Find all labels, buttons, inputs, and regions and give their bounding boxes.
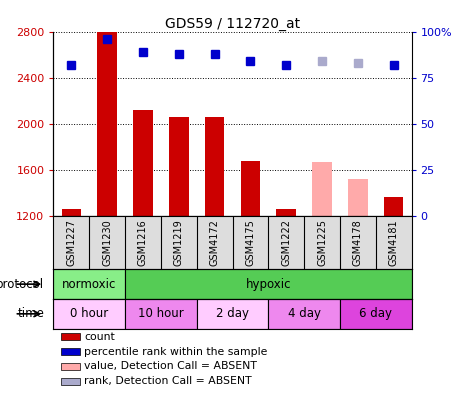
- Bar: [348, 179, 368, 216]
- Text: percentile rank within the sample: percentile rank within the sample: [84, 346, 267, 356]
- Text: 0 hour: 0 hour: [70, 307, 108, 320]
- Text: 2 day: 2 day: [216, 307, 249, 320]
- Text: GSM1219: GSM1219: [174, 219, 184, 266]
- Text: GSM4175: GSM4175: [246, 219, 255, 266]
- Bar: [53, 299, 125, 329]
- Text: GSM1227: GSM1227: [66, 219, 76, 266]
- Bar: [340, 299, 412, 329]
- Bar: [312, 162, 332, 216]
- Bar: [205, 117, 225, 216]
- Bar: [60, 363, 80, 370]
- Text: 4 day: 4 day: [288, 307, 320, 320]
- Title: GDS59 / 112720_at: GDS59 / 112720_at: [165, 17, 300, 30]
- Bar: [97, 32, 117, 216]
- Bar: [268, 299, 340, 329]
- Text: GSM1222: GSM1222: [281, 219, 291, 266]
- Bar: [61, 209, 81, 216]
- Text: time: time: [17, 307, 44, 320]
- Bar: [276, 209, 296, 216]
- Text: GSM1230: GSM1230: [102, 219, 112, 266]
- Text: count: count: [84, 332, 115, 342]
- Text: rank, Detection Call = ABSENT: rank, Detection Call = ABSENT: [84, 376, 252, 386]
- Text: GSM4181: GSM4181: [389, 219, 399, 266]
- Bar: [125, 269, 412, 299]
- Bar: [60, 378, 80, 385]
- Text: protocol: protocol: [0, 278, 44, 291]
- Text: hypoxic: hypoxic: [246, 278, 291, 291]
- Text: GSM4172: GSM4172: [210, 219, 219, 266]
- Bar: [125, 299, 197, 329]
- Bar: [60, 348, 80, 355]
- Text: normoxic: normoxic: [62, 278, 116, 291]
- Bar: [240, 160, 260, 216]
- Bar: [60, 333, 80, 340]
- Bar: [169, 117, 189, 216]
- Bar: [53, 269, 125, 299]
- Text: GSM1216: GSM1216: [138, 219, 148, 266]
- Text: value, Detection Call = ABSENT: value, Detection Call = ABSENT: [84, 362, 257, 371]
- Bar: [133, 110, 153, 216]
- Text: 6 day: 6 day: [359, 307, 392, 320]
- Bar: [197, 299, 268, 329]
- Text: GSM4178: GSM4178: [353, 219, 363, 266]
- Bar: [384, 197, 404, 216]
- Text: 10 hour: 10 hour: [138, 307, 184, 320]
- Text: GSM1225: GSM1225: [317, 219, 327, 266]
